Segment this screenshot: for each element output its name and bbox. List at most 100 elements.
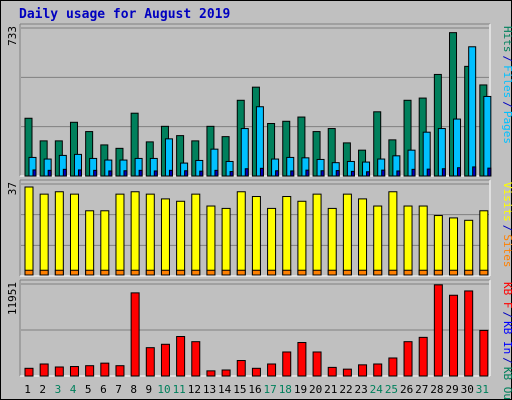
kbf-bar: [85, 365, 95, 377]
kbf-bar: [221, 369, 231, 377]
visits-panel-legend: Visits / Sites: [501, 182, 512, 268]
sites-bar: [145, 269, 155, 276]
sites-bar: [39, 269, 49, 276]
pages-bar: [47, 169, 52, 177]
visits-bar: [449, 217, 459, 276]
pages-bar: [184, 170, 189, 177]
visits-bar: [54, 191, 64, 276]
kbf-bar: [39, 363, 49, 377]
kbf-bar: [69, 366, 79, 377]
visits-bar: [176, 200, 186, 276]
sites-bar: [282, 269, 292, 276]
sites-bar: [85, 269, 95, 276]
pages-bar: [305, 169, 310, 177]
visits-bar: [464, 219, 474, 276]
visits-panel-legend-item: /: [501, 225, 512, 232]
kbf-bar: [297, 342, 307, 377]
chart-title: Daily usage for August 2019: [19, 7, 231, 22]
visits-bar: [145, 193, 155, 276]
sites-bar: [176, 269, 186, 276]
visits-bar: [358, 198, 368, 276]
visits-bar: [251, 196, 261, 276]
sites-bar: [479, 269, 489, 276]
visits-bar: [69, 193, 79, 276]
visits-bar: [191, 193, 201, 276]
day-label: 14: [218, 383, 232, 396]
pages-bar: [138, 169, 143, 177]
sites-bar: [236, 269, 246, 276]
kbf-bar: [24, 367, 34, 377]
hits-panel-legend-item: Hits: [501, 26, 512, 53]
kbytes-panel-legend-item: KB Out: [501, 367, 512, 400]
sites-bar: [115, 269, 125, 276]
sites-bar: [267, 269, 277, 276]
visits-bar: [327, 207, 337, 276]
day-label: 5: [85, 383, 92, 396]
day-label: 22: [339, 383, 352, 396]
visits-bar: [267, 207, 277, 276]
pages-bar: [77, 169, 82, 177]
day-label: 20: [309, 383, 322, 396]
sites-bar: [433, 269, 443, 276]
pages-bar: [108, 170, 113, 177]
pages-bar: [381, 169, 386, 177]
day-label: 30: [461, 383, 474, 396]
day-label: 9: [146, 383, 153, 396]
day-label: 1: [24, 383, 31, 396]
sites-bar: [221, 269, 231, 276]
sites-bar: [191, 269, 201, 276]
kbf-bar: [206, 370, 216, 377]
kbf-bar: [176, 336, 186, 377]
day-label: 2: [39, 383, 46, 396]
sites-bar: [100, 269, 110, 276]
kbf-bar: [54, 366, 64, 377]
day-label: 6: [100, 383, 107, 396]
sites-bar: [327, 269, 337, 276]
pages-bar: [335, 170, 340, 177]
sites-bar: [297, 269, 307, 276]
day-label: 11: [173, 383, 186, 396]
visits-bar: [115, 193, 125, 276]
kbf-bar: [145, 347, 155, 377]
sites-bar: [418, 269, 428, 276]
visits-panel-ymax-label: 37: [6, 182, 19, 195]
visits-bar: [160, 198, 170, 276]
hits-panel-legend-item: /: [501, 56, 512, 63]
kbytes-panel-legend-item: KB In: [501, 321, 512, 354]
day-label: 7: [115, 383, 122, 396]
kbf-bar: [373, 363, 383, 377]
day-label: 10: [157, 383, 170, 396]
visits-bar: [236, 191, 246, 276]
kbytes-panel-ymax-label: 11951: [6, 282, 19, 315]
kbf-bar: [403, 341, 413, 377]
kbf-bar: [464, 290, 474, 377]
sites-bar: [464, 269, 474, 276]
files-bar: [58, 154, 67, 177]
pages-bar: [366, 171, 371, 177]
sites-bar: [358, 269, 368, 276]
visits-bar: [85, 210, 95, 276]
hits-panel-legend-item: /: [501, 101, 512, 108]
sites-bar: [449, 269, 459, 276]
visits-panel-legend-item: Visits: [501, 182, 512, 222]
kbytes-panel-legend-item: /: [501, 357, 512, 364]
visits-bar: [24, 186, 34, 276]
kbf-bar: [312, 351, 322, 377]
sites-bar: [403, 269, 413, 276]
files-bar: [468, 46, 477, 177]
pages-bar: [472, 166, 477, 177]
day-label: 28: [430, 383, 443, 396]
pages-bar: [62, 168, 67, 177]
sites-bar: [312, 269, 322, 276]
pages-bar: [259, 167, 264, 177]
day-label: 16: [248, 383, 261, 396]
day-label: 19: [294, 383, 307, 396]
kbf-bar: [388, 357, 398, 377]
visits-bar: [206, 205, 216, 276]
kbf-bar: [251, 367, 261, 377]
day-label: 25: [385, 383, 398, 396]
day-label: 13: [203, 383, 216, 396]
pages-bar: [350, 170, 355, 177]
day-label: 15: [233, 383, 246, 396]
day-label: 26: [400, 383, 413, 396]
